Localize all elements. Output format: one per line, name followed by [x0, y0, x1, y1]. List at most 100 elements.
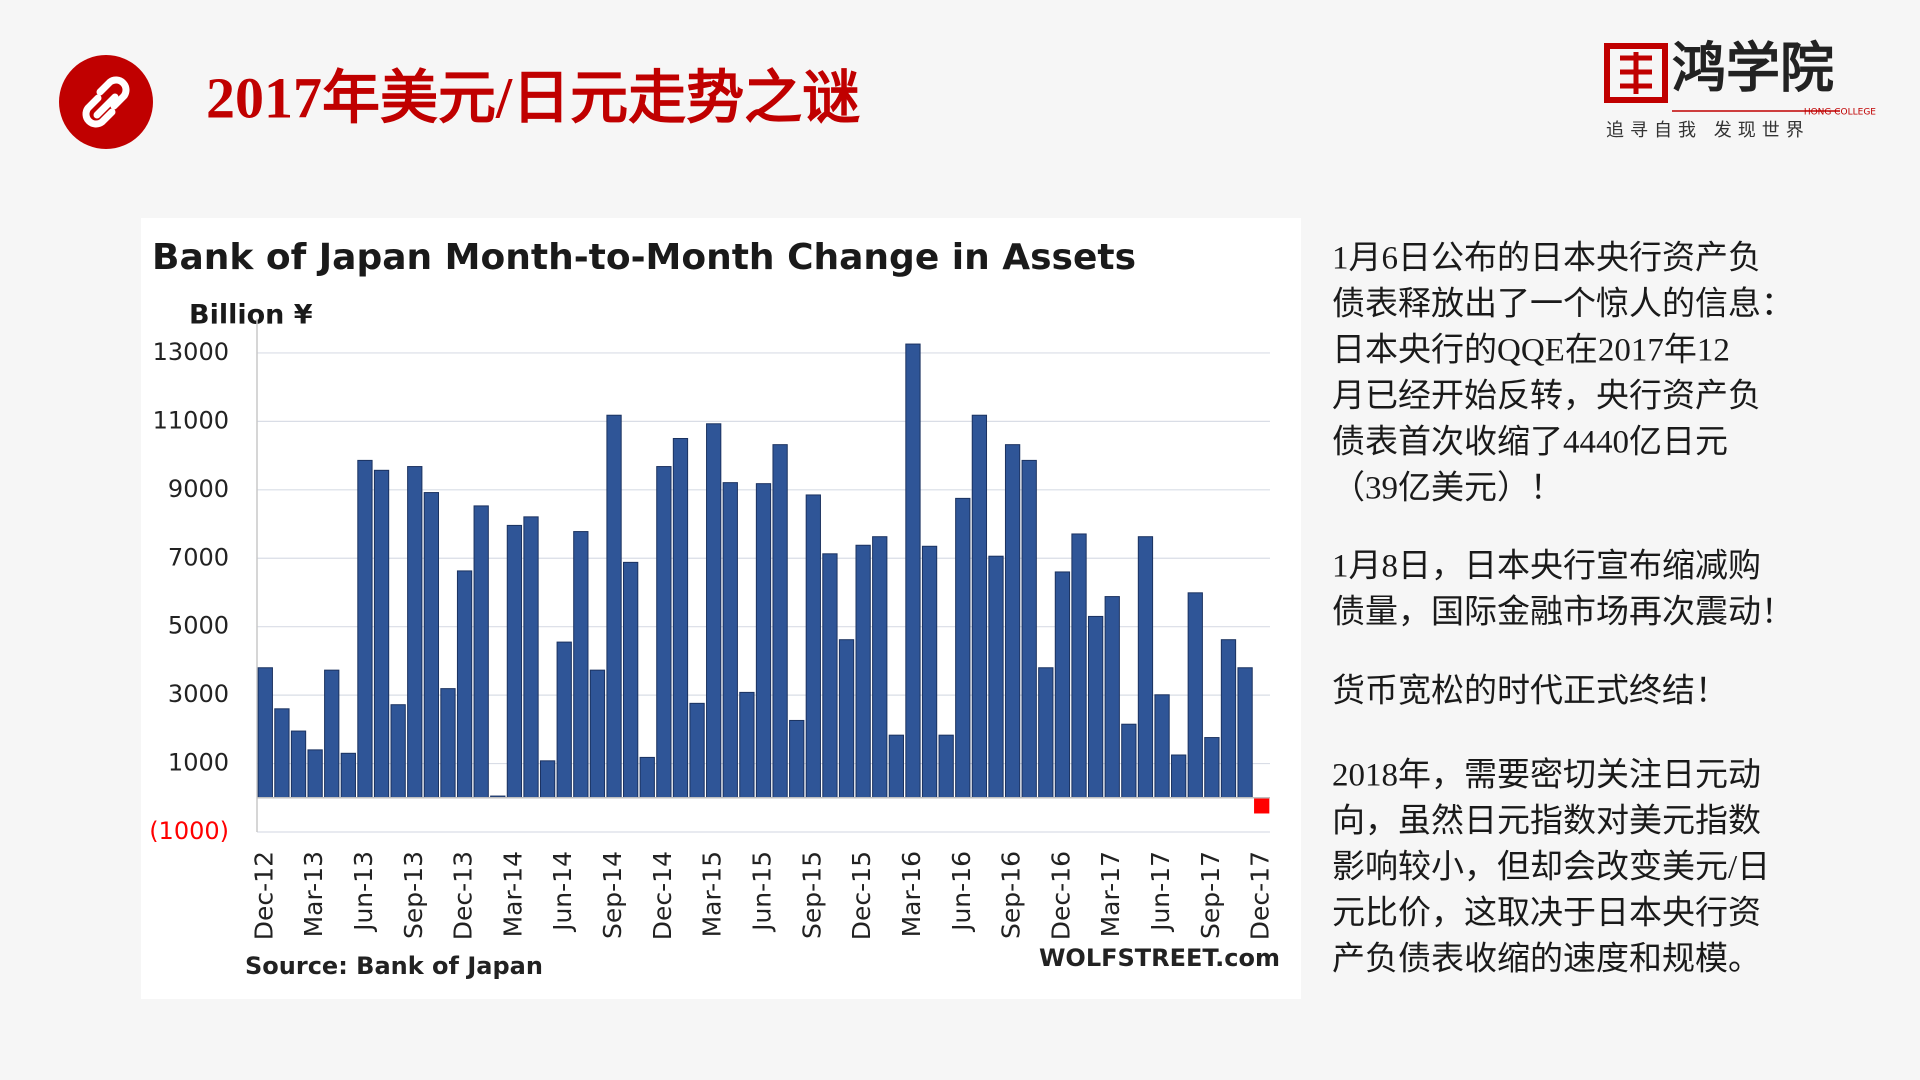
commentary-line: 产负债表收缩的速度和规模。 — [1332, 941, 1761, 978]
commentary-line: 2018年，需要密切关注日元动 — [1332, 757, 1761, 794]
commentary-line: 影响较小，但却会改变美元/日 — [1332, 849, 1770, 886]
bar — [539, 760, 556, 799]
bar — [473, 505, 489, 799]
chart-credit: WOLFSTREET.com — [1039, 944, 1280, 972]
bar — [373, 469, 390, 799]
bar — [872, 536, 888, 799]
bar — [606, 414, 622, 799]
commentary-line: 债表首次收缩了4440亿日元 — [1332, 424, 1728, 461]
bar — [789, 719, 805, 799]
x-tick-label: Dec-15 — [847, 851, 876, 940]
commentary-line: 1月8日，日本央行宣布缩减购 — [1332, 548, 1761, 585]
x-tick-label: Mar-15 — [698, 851, 727, 937]
y-tick-label: 3000 — [168, 680, 229, 708]
x-tick-label: Sep-17 — [1196, 851, 1225, 939]
y-tick-label: 13000 — [153, 338, 229, 366]
logo-name: 鸿学院 — [1672, 38, 1834, 98]
bar — [1137, 536, 1154, 799]
bar — [639, 756, 655, 799]
bar — [1104, 596, 1120, 799]
bar — [1254, 797, 1270, 814]
x-tick-label: Jun-17 — [1146, 851, 1175, 933]
bar — [905, 343, 921, 799]
y-tick-label: 9000 — [168, 475, 229, 503]
bar — [988, 555, 1004, 799]
x-tick-label: Dec-12 — [249, 851, 278, 940]
x-tick-label: Dec-13 — [449, 851, 478, 940]
x-tick-label: Jun-14 — [548, 851, 577, 933]
chart-title: Bank of Japan Month-to-Month Change in A… — [152, 237, 1136, 278]
bar — [822, 553, 838, 799]
bar — [1087, 615, 1104, 799]
bar — [589, 669, 606, 799]
bar — [440, 688, 456, 799]
bar — [573, 531, 589, 799]
logo-seal — [1604, 43, 1668, 103]
commentary-line: 债量，国际金融市场再次震动！ — [1332, 594, 1794, 631]
bar — [1071, 533, 1087, 799]
bar — [1187, 592, 1203, 799]
commentary-line: 1月6日公布的日本央行资产负 — [1332, 240, 1761, 277]
bar — [921, 545, 938, 799]
bar — [955, 497, 971, 799]
bar — [689, 702, 705, 799]
commentary-line: 向，虽然日元指数对美元指数 — [1332, 803, 1761, 840]
bar — [523, 516, 539, 799]
bar — [838, 639, 855, 799]
bar — [739, 691, 755, 799]
bar — [672, 437, 689, 799]
x-tick-label: Dec-17 — [1246, 851, 1275, 940]
x-tick-label: Mar-14 — [498, 851, 527, 937]
x-tick-label: Mar-16 — [897, 851, 926, 937]
bar — [656, 466, 672, 799]
bar — [755, 483, 772, 799]
commentary-line: 月已经开始反转，央行资产负 — [1332, 378, 1761, 415]
bar — [390, 704, 406, 799]
commentary-line: 债表释放出了一个惊人的信息： — [1332, 286, 1794, 323]
bar — [1021, 459, 1037, 799]
x-tick-label: Sep-13 — [399, 851, 428, 939]
y-tick-label: 5000 — [168, 612, 229, 640]
bar — [407, 466, 423, 799]
bar — [855, 544, 871, 799]
logo-slogan: 追寻自我 发现世界 — [1606, 120, 1810, 141]
bar — [1237, 667, 1253, 799]
bar — [456, 570, 473, 799]
bar — [706, 423, 722, 799]
commentary-line: 货币宽松的时代正式终结！ — [1332, 673, 1728, 710]
x-tick-label: Dec-14 — [648, 851, 677, 940]
bar — [1004, 444, 1021, 799]
y-tick-label: 11000 — [153, 406, 229, 434]
x-tick-label: Sep-14 — [598, 851, 627, 939]
bar — [1038, 667, 1054, 799]
x-tick-label: Dec-16 — [1046, 851, 1075, 940]
x-tick-label: Sep-16 — [997, 851, 1026, 939]
commentary-line: 元比价，这取决于日本央行资 — [1332, 895, 1761, 932]
bar — [423, 492, 440, 799]
y-axis-label: Billion ¥ — [189, 300, 313, 331]
bar — [324, 669, 340, 799]
bar — [556, 641, 572, 799]
bar — [340, 752, 356, 799]
commentary-line: 日本央行的QQE在2017年12 — [1332, 332, 1730, 369]
bar — [938, 734, 954, 799]
bar — [623, 561, 639, 799]
bar — [805, 494, 821, 799]
bar — [274, 708, 290, 799]
bar — [1171, 754, 1187, 799]
slide-title: 2017年美元/日元走势之谜 — [206, 65, 860, 130]
logo-seal-mark — [1620, 52, 1652, 94]
x-tick-label: Mar-13 — [299, 851, 328, 937]
bar — [1054, 571, 1071, 799]
bar — [722, 482, 738, 799]
x-tick-label: Jun-13 — [349, 851, 378, 933]
x-tick-label: Sep-15 — [797, 851, 826, 939]
link-icon — [82, 76, 130, 128]
bar — [357, 459, 373, 799]
logo: 鸿学院 HONG COLLEGE 追寻自我 发现世界 — [1604, 38, 1876, 141]
y-tick-label: 7000 — [168, 543, 229, 571]
bar — [1204, 737, 1220, 799]
x-tick-label: Jun-15 — [748, 851, 777, 933]
